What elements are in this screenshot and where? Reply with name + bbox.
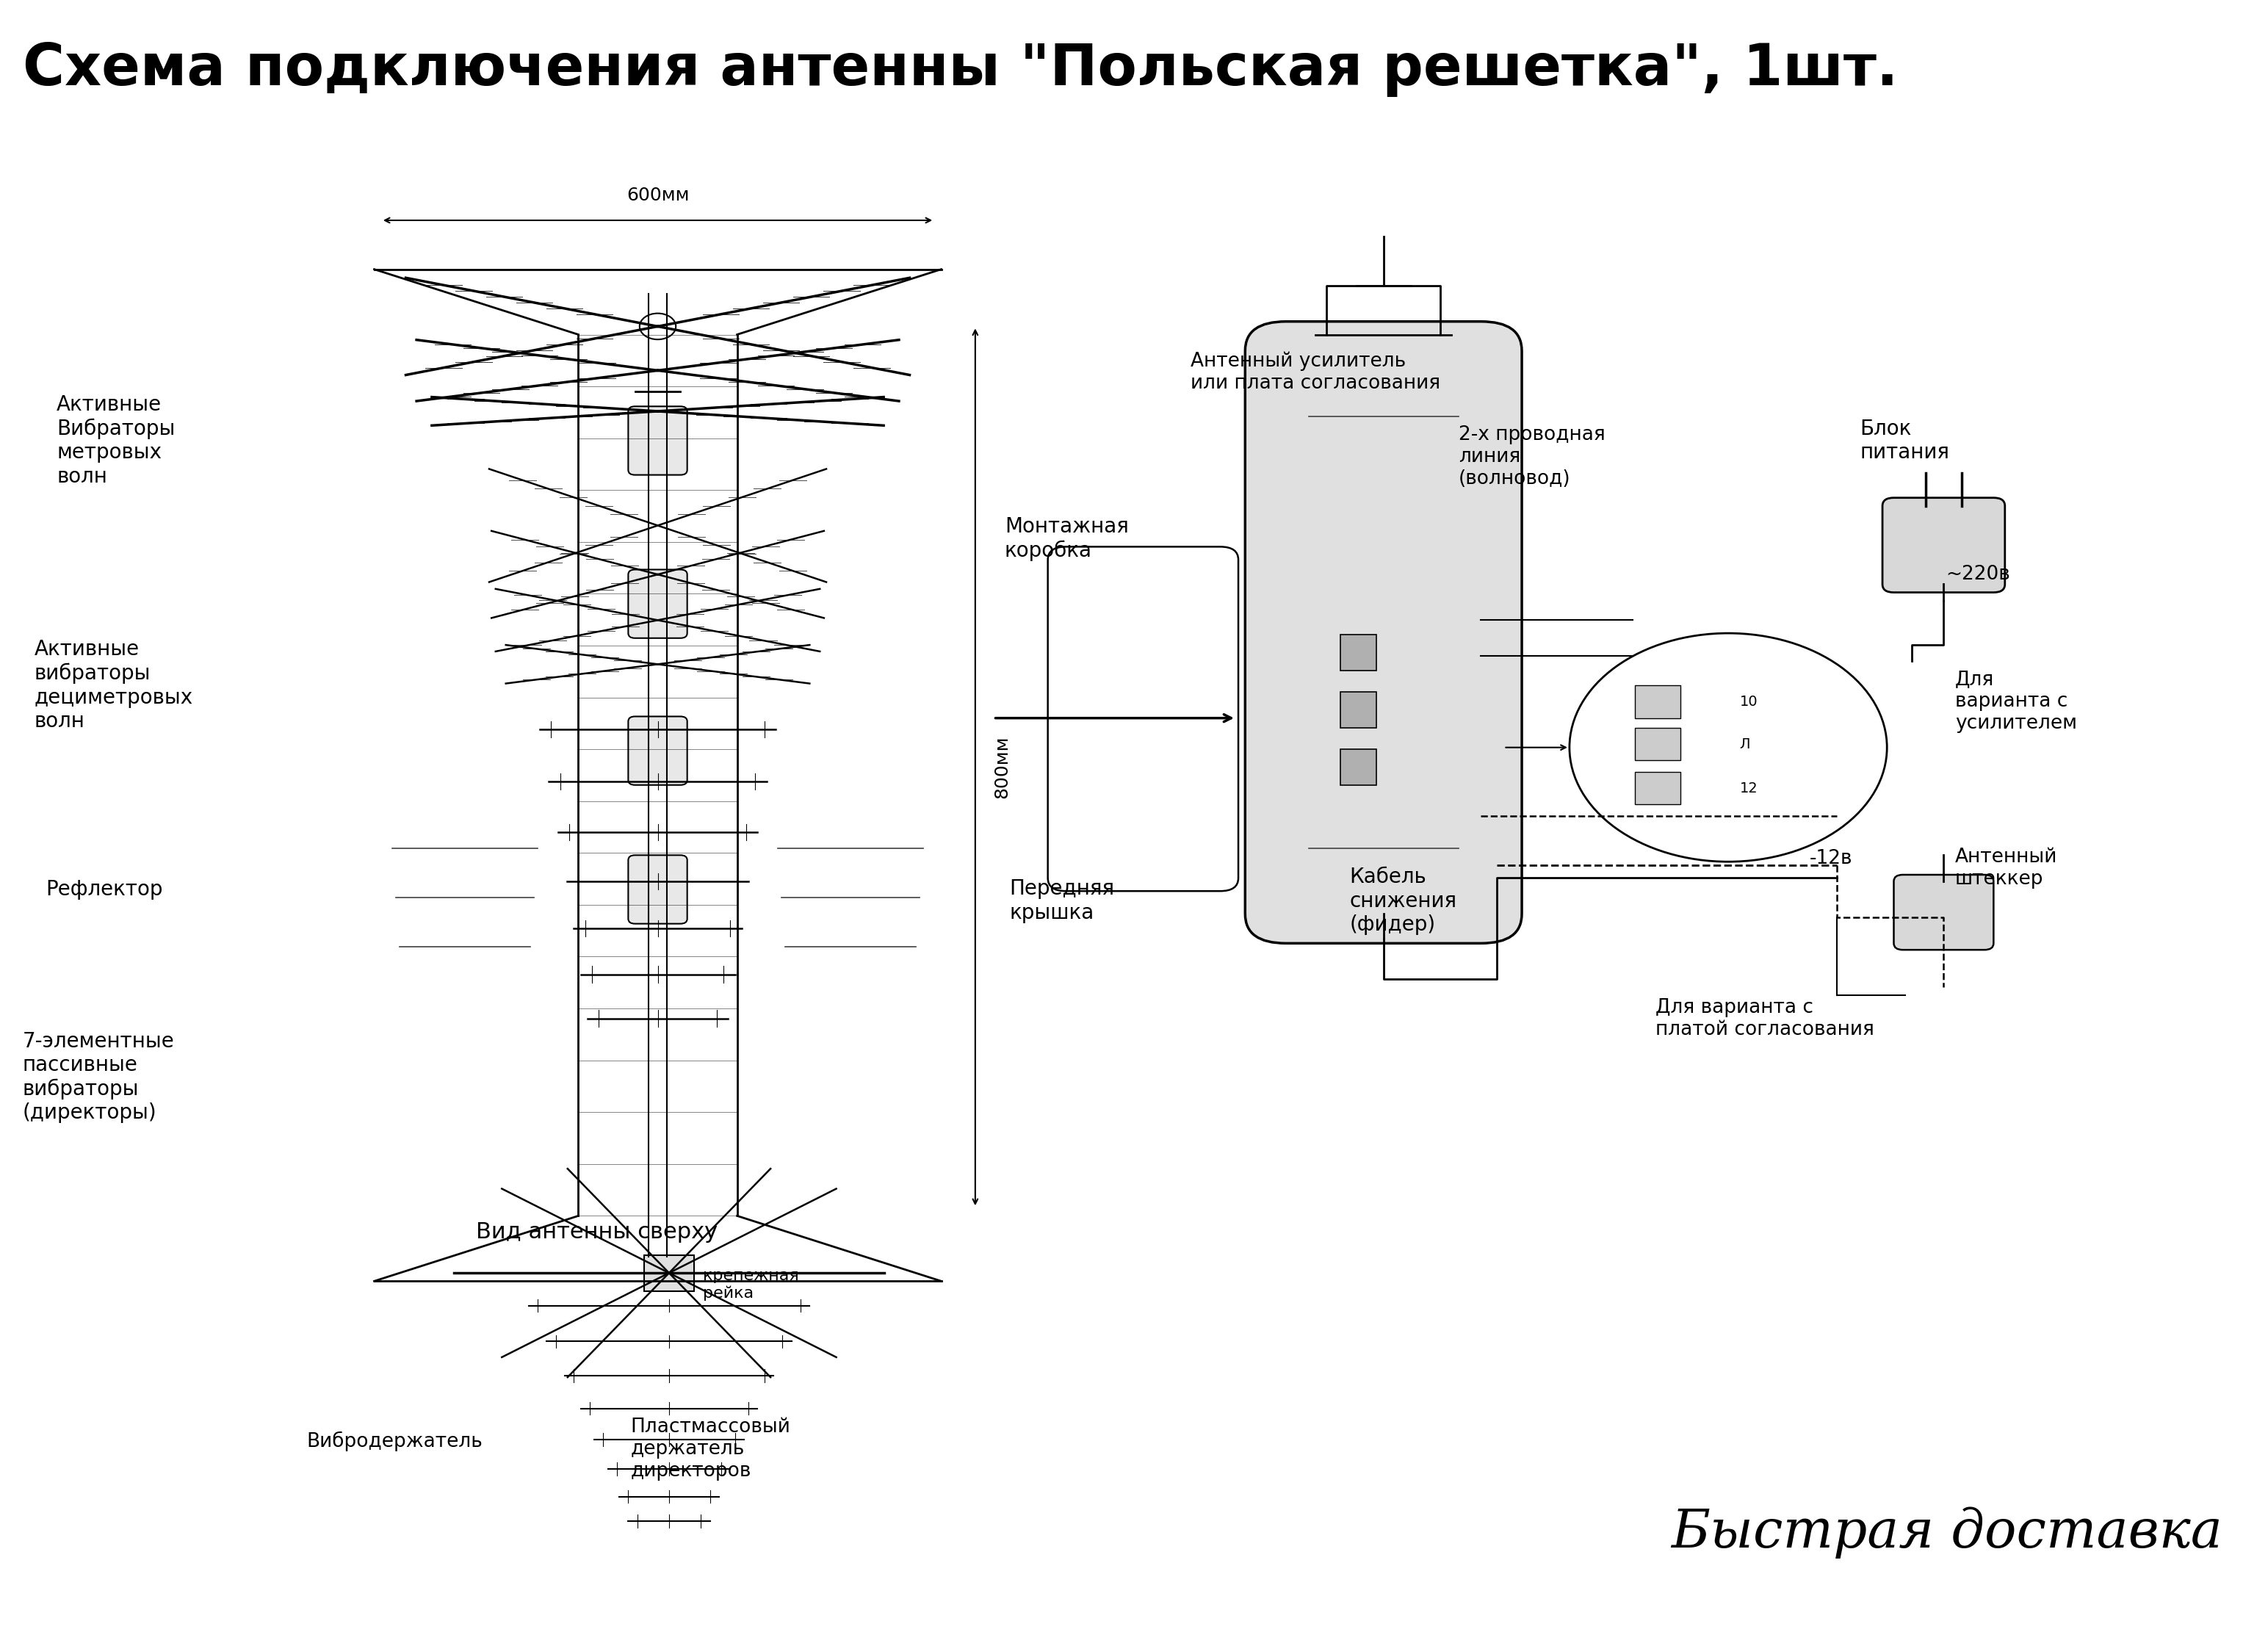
- Text: 12: 12: [1740, 782, 1758, 795]
- FancyBboxPatch shape: [1894, 875, 1994, 950]
- Text: Кабель
снижения
(фидер): Кабель снижения (фидер): [1349, 867, 1456, 935]
- FancyBboxPatch shape: [628, 570, 687, 638]
- FancyBboxPatch shape: [1635, 772, 1681, 805]
- Text: Антенный
штеккер: Антенный штеккер: [1955, 847, 2057, 889]
- FancyBboxPatch shape: [1048, 547, 1238, 891]
- Text: Блок
питания: Блок питания: [1860, 418, 1950, 463]
- Text: Рефлектор: Рефлектор: [45, 880, 163, 899]
- FancyBboxPatch shape: [1635, 728, 1681, 761]
- Text: Для
варианта с
усилителем: Для варианта с усилителем: [1955, 671, 2077, 733]
- FancyBboxPatch shape: [1635, 685, 1681, 718]
- Text: 600мм: 600мм: [626, 186, 689, 204]
- Text: 10: 10: [1740, 695, 1758, 708]
- Text: Передняя
крышка: Передняя крышка: [1009, 878, 1114, 924]
- Circle shape: [640, 313, 676, 339]
- Text: 2-х проводная
линия
(волновод): 2-х проводная линия (волновод): [1458, 426, 1606, 488]
- FancyBboxPatch shape: [1245, 322, 1522, 943]
- FancyBboxPatch shape: [644, 1255, 694, 1291]
- Text: Вибродержатель: Вибродержатель: [306, 1431, 483, 1451]
- Text: 7-элементные
пассивные
вибраторы
(директоры): 7-элементные пассивные вибраторы (директ…: [23, 1031, 175, 1123]
- Text: -12в: -12в: [1810, 849, 1853, 868]
- Text: Пластмассовый
держатель
директоров: Пластмассовый держатель директоров: [631, 1418, 792, 1480]
- Text: ~220в: ~220в: [1946, 565, 2009, 584]
- FancyBboxPatch shape: [1882, 498, 2005, 592]
- Text: Вид антенны сверху: Вид антенны сверху: [476, 1221, 719, 1244]
- Text: Активные
Вибраторы
метровых
волн: Активные Вибраторы метровых волн: [57, 395, 175, 486]
- Text: 800мм: 800мм: [993, 736, 1012, 798]
- Text: Антенный усилитель
или плата согласования: Антенный усилитель или плата согласовани…: [1191, 351, 1440, 393]
- Text: Схема подключения антенны "Польская решетка", 1шт.: Схема подключения антенны "Польская реше…: [23, 41, 1898, 96]
- FancyBboxPatch shape: [628, 406, 687, 475]
- Text: Л: Л: [1740, 738, 1751, 751]
- FancyBboxPatch shape: [1340, 749, 1377, 785]
- Text: крепежная
рейка: крепежная рейка: [703, 1268, 798, 1301]
- FancyBboxPatch shape: [628, 716, 687, 785]
- Text: Монтажная
коробка: Монтажная коробка: [1005, 516, 1129, 561]
- FancyBboxPatch shape: [1340, 635, 1377, 671]
- Text: Быстрая доставка: Быстрая доставка: [1672, 1506, 2223, 1559]
- Text: Активные
вибраторы
дециметровых
волн: Активные вибраторы дециметровых волн: [34, 640, 193, 731]
- Text: Для варианта с
платой согласования: Для варианта с платой согласования: [1656, 997, 1873, 1040]
- FancyBboxPatch shape: [1340, 692, 1377, 728]
- FancyBboxPatch shape: [628, 855, 687, 924]
